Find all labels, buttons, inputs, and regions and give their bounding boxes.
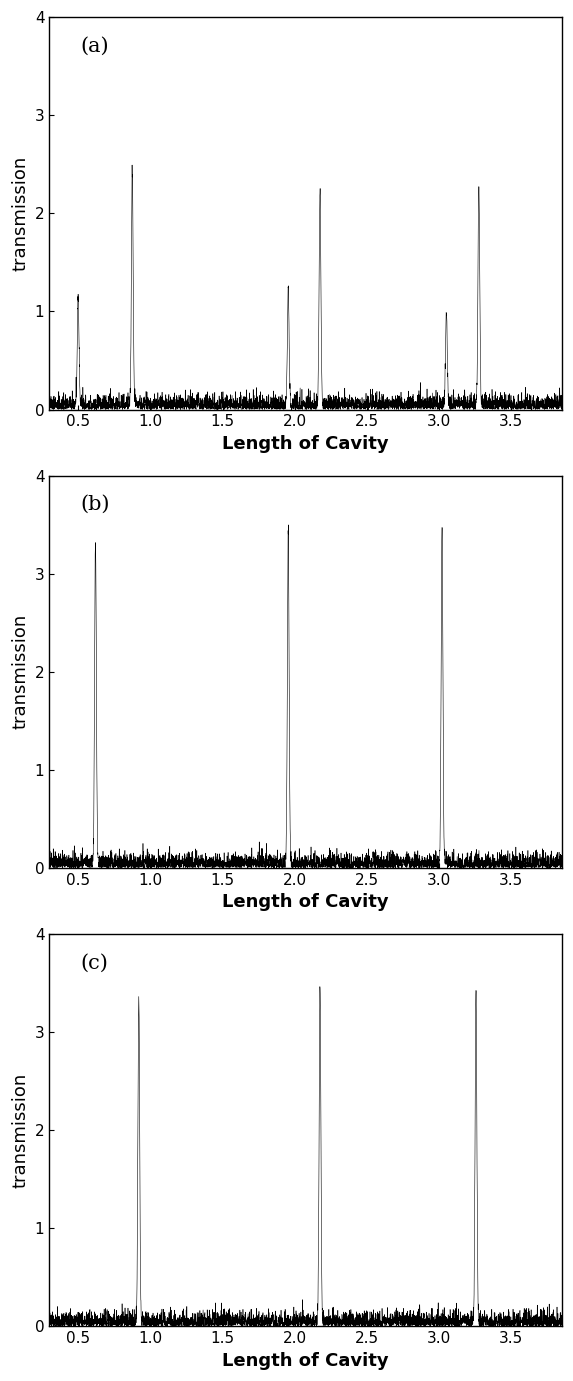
- Y-axis label: transmission: transmission: [11, 615, 29, 729]
- Y-axis label: transmission: transmission: [11, 156, 29, 271]
- Text: (c): (c): [80, 954, 108, 972]
- Text: (a): (a): [80, 37, 109, 55]
- X-axis label: Length of Cavity: Length of Cavity: [222, 435, 389, 453]
- Text: (b): (b): [80, 496, 109, 514]
- X-axis label: Length of Cavity: Length of Cavity: [222, 894, 389, 911]
- Y-axis label: transmission: transmission: [11, 1073, 29, 1188]
- X-axis label: Length of Cavity: Length of Cavity: [222, 1352, 389, 1370]
